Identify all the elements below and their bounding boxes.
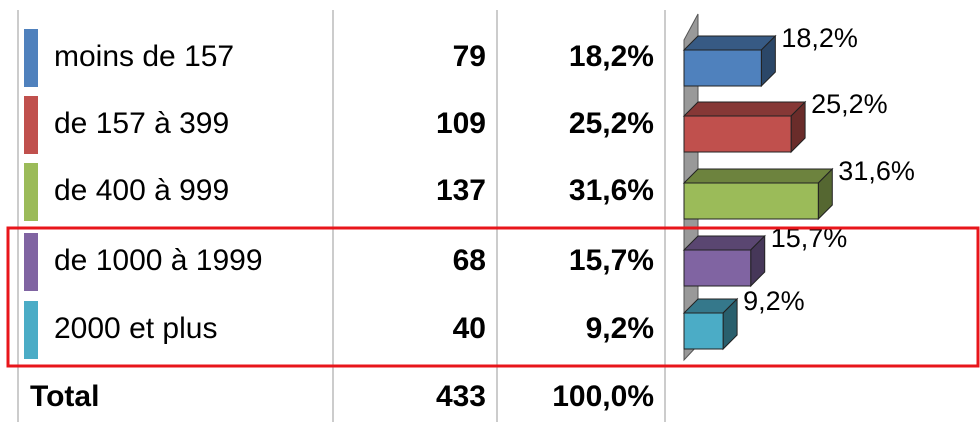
percent: 31,6% bbox=[569, 174, 654, 207]
count: 79 bbox=[453, 40, 486, 73]
total-count: 433 bbox=[436, 380, 486, 413]
total-percent: 100,0% bbox=[552, 380, 654, 413]
bar-front bbox=[683, 49, 762, 87]
percent: 18,2% bbox=[569, 40, 654, 73]
bar-top bbox=[682, 101, 807, 117]
category-label: de 400 à 999 bbox=[54, 174, 229, 207]
percent: 25,2% bbox=[569, 107, 654, 140]
data-label: 31,6% bbox=[838, 156, 915, 186]
data-label: 9,2% bbox=[743, 286, 805, 316]
category-label: moins de 157 bbox=[54, 40, 234, 73]
data-label: 25,2% bbox=[811, 89, 888, 119]
bar-top bbox=[682, 35, 777, 51]
swatch bbox=[24, 163, 38, 221]
bar-top bbox=[682, 168, 834, 184]
bar-front bbox=[683, 312, 724, 350]
total-label: Total bbox=[30, 380, 99, 413]
bar-front bbox=[683, 249, 752, 287]
swatch bbox=[24, 233, 38, 291]
swatch bbox=[24, 96, 38, 154]
count: 137 bbox=[436, 174, 486, 207]
percent: 15,7% bbox=[569, 244, 654, 277]
bar bbox=[682, 234, 766, 288]
swatch bbox=[24, 29, 38, 87]
percent: 9,2% bbox=[586, 312, 654, 345]
category-label: de 1000 à 1999 bbox=[54, 244, 263, 277]
bar bbox=[682, 167, 834, 221]
bar bbox=[682, 297, 739, 351]
count: 68 bbox=[453, 244, 486, 277]
category-label: de 157 à 399 bbox=[54, 107, 229, 140]
bar bbox=[682, 34, 777, 88]
bar-front bbox=[683, 182, 819, 220]
data-label: 18,2% bbox=[781, 23, 858, 53]
highlight-box bbox=[6, 226, 980, 368]
category-label: 2000 et plus bbox=[54, 312, 217, 345]
bar-front bbox=[683, 115, 792, 153]
count: 40 bbox=[453, 312, 486, 345]
count: 109 bbox=[436, 107, 486, 140]
swatch bbox=[24, 301, 38, 359]
bar bbox=[682, 100, 807, 154]
